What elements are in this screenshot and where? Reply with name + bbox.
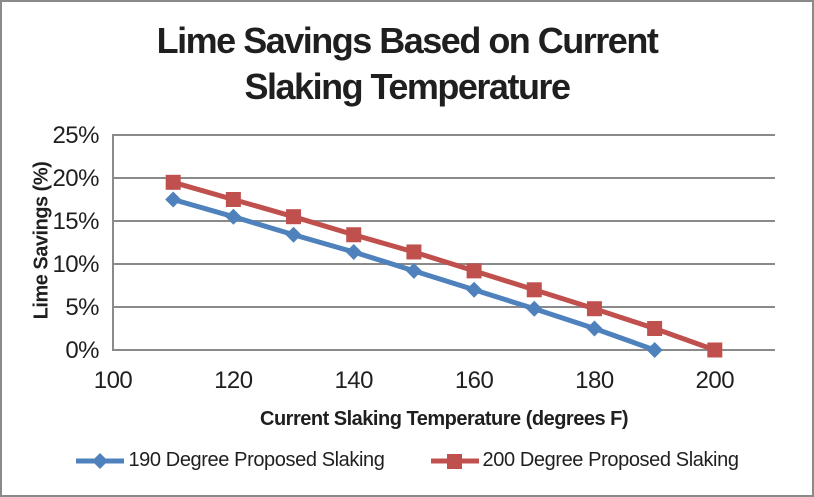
series-line-1	[172, 179, 716, 353]
line-diamond-marker-icon	[76, 452, 125, 469]
data-point-diamond	[225, 208, 242, 225]
data-point-square	[526, 282, 542, 298]
y-tick-label: 5%	[65, 294, 99, 321]
data-point-diamond	[526, 300, 543, 317]
x-tick-label: 140	[334, 367, 373, 394]
data-point-diamond	[405, 262, 422, 279]
x-axis-title: Current Slaking Temperature (degrees F)	[260, 408, 629, 430]
data-point-diamond	[165, 191, 182, 208]
data-point-diamond	[285, 226, 302, 243]
data-point-diamond	[466, 281, 483, 298]
x-tick-label: 160	[455, 367, 494, 394]
data-point-square	[346, 227, 362, 243]
y-axis-title: Lime Savings (%)	[30, 161, 53, 320]
data-point-square	[586, 301, 602, 317]
chart-title: Lime Savings Based on Current Slaking Te…	[156, 20, 659, 108]
y-tick-label: 20%	[52, 165, 99, 192]
line-square-marker-icon	[430, 453, 479, 469]
data-point-square	[406, 244, 422, 260]
legend-entry-190: 190 Degree Proposed Slaking	[75, 449, 385, 472]
y-tick-label: 15%	[52, 208, 99, 235]
data-point-square	[165, 174, 181, 190]
y-tick-label: 0%	[65, 337, 99, 364]
data-point-square	[707, 342, 723, 358]
data-point-diamond	[646, 342, 663, 358]
data-point-diamond	[345, 243, 362, 260]
legend-entry-200: 200 Degree Proposed Slaking	[430, 449, 739, 472]
x-tick-label: 120	[214, 367, 253, 394]
y-tick-label: 10%	[52, 251, 99, 278]
y-tick-label: 25%	[52, 122, 99, 149]
data-point-square	[286, 209, 302, 225]
data-point-square	[647, 321, 663, 336]
x-tick-label: 100	[94, 367, 133, 394]
legend-label-200: 200 Degree Proposed Slaking	[482, 449, 739, 471]
data-point-square	[466, 263, 482, 279]
data-point-square	[225, 192, 241, 207]
data-point-diamond	[586, 320, 603, 337]
x-tick-label: 180	[575, 367, 614, 394]
x-tick-label: 200	[696, 367, 735, 394]
legend-label-190: 190 Degree Proposed Slaking	[128, 449, 385, 471]
legend: 190 Degree Proposed Slaking 200 Degree P…	[2, 449, 812, 472]
